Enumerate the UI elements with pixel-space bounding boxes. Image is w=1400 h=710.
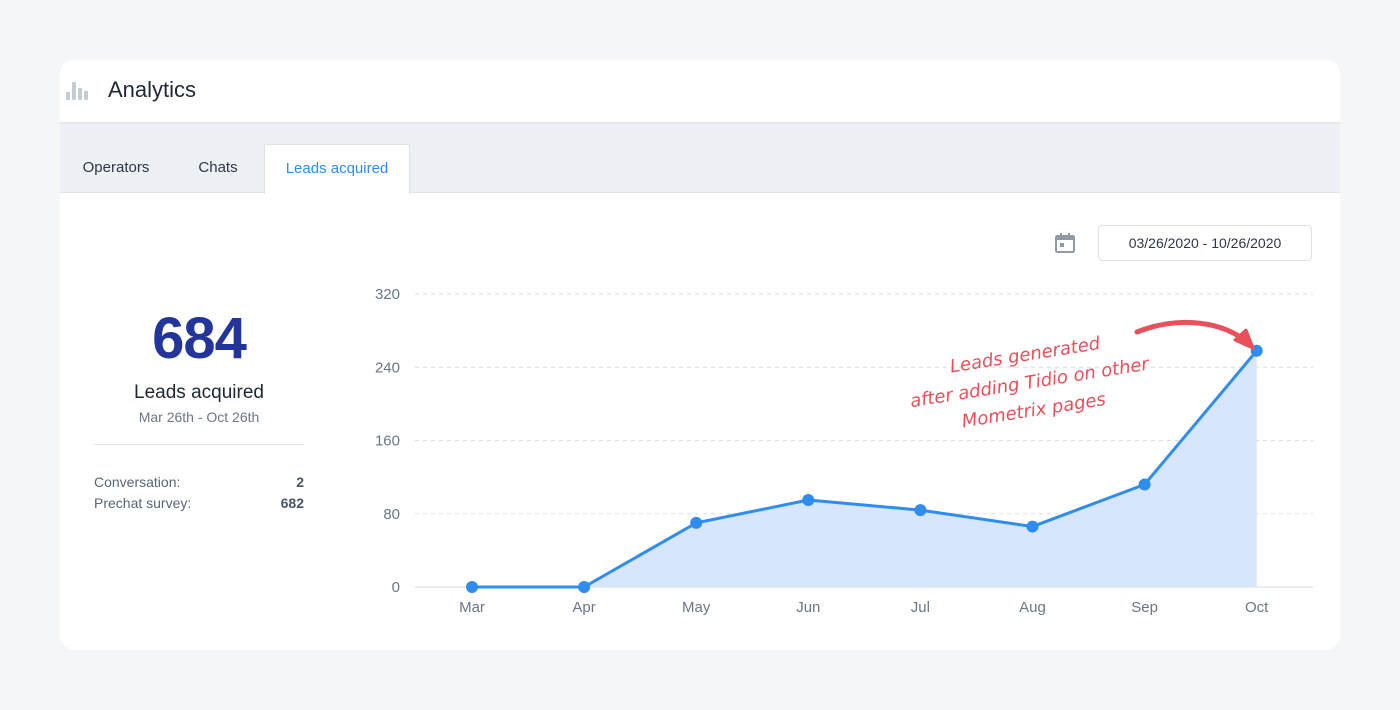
tab-bar: Operators Chats Leads acquired <box>60 124 1340 194</box>
x-tick-label: Apr <box>572 599 595 616</box>
y-tick-label: 80 <box>383 506 400 523</box>
stat-value: 2 <box>296 474 304 490</box>
bar-chart-icon <box>66 80 88 100</box>
page-header: Analytics <box>60 60 1340 124</box>
chart-area <box>472 350 1257 587</box>
x-tick-label: May <box>682 599 711 616</box>
y-tick-label: 240 <box>375 359 400 376</box>
data-point[interactable] <box>466 581 478 593</box>
leads-total: 684 <box>152 306 247 371</box>
x-tick-label: Oct <box>1245 599 1269 616</box>
stat-value: 682 <box>280 495 304 511</box>
leads-date-range: Mar 26th - Oct 26th <box>138 409 260 425</box>
chart-labels: 0 80 160 240 320 Mar Apr May Jun Jul Aug Sep Oct <box>375 286 1269 616</box>
stat-label: Conversation: <box>94 474 181 490</box>
data-point[interactable] <box>802 494 815 507</box>
series-line <box>472 349 1258 589</box>
analytics-card: Analytics Operators Chats Leads acquired… <box>60 60 1340 650</box>
stat-label: Prechat survey: <box>94 495 192 511</box>
data-point[interactable] <box>578 581 591 593</box>
y-tick-label: 320 <box>375 286 400 303</box>
x-tick-label: Sep <box>1131 599 1158 616</box>
stat-row-conversation: Conversation: 2 <box>94 474 304 494</box>
stat-row-prechat-survey: Prechat survey: 682 <box>94 495 304 515</box>
annotation-arrow-head <box>1233 328 1255 350</box>
page-title: Analytics <box>108 77 197 102</box>
x-tick-label: Jun <box>796 599 820 616</box>
data-point[interactable] <box>914 504 927 517</box>
x-tick-label: Aug <box>1019 599 1046 616</box>
data-point[interactable] <box>1026 520 1039 533</box>
summary-divider <box>94 444 304 445</box>
x-tick-label: Jul <box>911 599 930 616</box>
data-point[interactable] <box>1138 478 1151 491</box>
tab-operators[interactable]: Operators <box>82 159 150 176</box>
data-point[interactable] <box>690 516 703 529</box>
annotation-arrow <box>1134 320 1251 346</box>
x-tick-label: Mar <box>459 599 485 616</box>
tab-chats[interactable]: Chats <box>198 159 238 176</box>
y-tick-label: 0 <box>392 579 400 596</box>
chart-line <box>472 349 1258 589</box>
date-range-picker[interactable]: 03/26/2020 - 10/26/2020 <box>1098 225 1312 261</box>
y-tick-label: 160 <box>375 433 400 450</box>
leads-total-label: Leads acquired <box>134 382 264 403</box>
calendar-icon[interactable] <box>1054 232 1076 254</box>
area-fill <box>472 350 1257 587</box>
tab-leads-acquired[interactable]: Leads acquired <box>264 144 410 194</box>
